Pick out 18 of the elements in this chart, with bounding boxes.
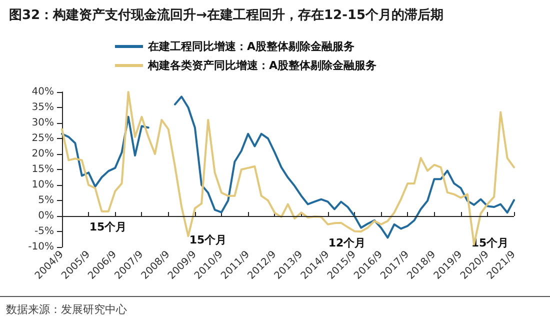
y-tick-label: 5% xyxy=(38,195,54,206)
legend-label: 在建工程同比增速：A股整体剔除金融服务 xyxy=(147,40,355,53)
y-tick-label: 10% xyxy=(32,180,54,190)
legend-label: 构建各类资产同比增速：A股整体剔除金融服务 xyxy=(147,59,377,72)
chart-title: 图32：构建资产支付现金流回升→在建工程回升，存在12-15个月的滞后期 xyxy=(9,7,444,23)
y-tick-label: 0% xyxy=(38,210,54,222)
annotation: 15个月 xyxy=(89,220,127,234)
y-tick-label: 40% xyxy=(32,86,54,98)
y-tick-label: -10% xyxy=(28,242,54,252)
y-tick-label: 30% xyxy=(32,118,54,128)
source-note: 数据来源：发展研究中心 xyxy=(6,303,127,316)
y-tick-label: 25% xyxy=(32,133,54,144)
annotation: 15个月 xyxy=(189,234,227,246)
y-tick-label: 35% xyxy=(32,102,54,113)
y-tick-label: -5% xyxy=(34,226,54,237)
y-tick-label: 20% xyxy=(32,148,54,160)
y-tick-label: 15% xyxy=(32,164,54,175)
annotation: 12个月 xyxy=(328,236,366,250)
